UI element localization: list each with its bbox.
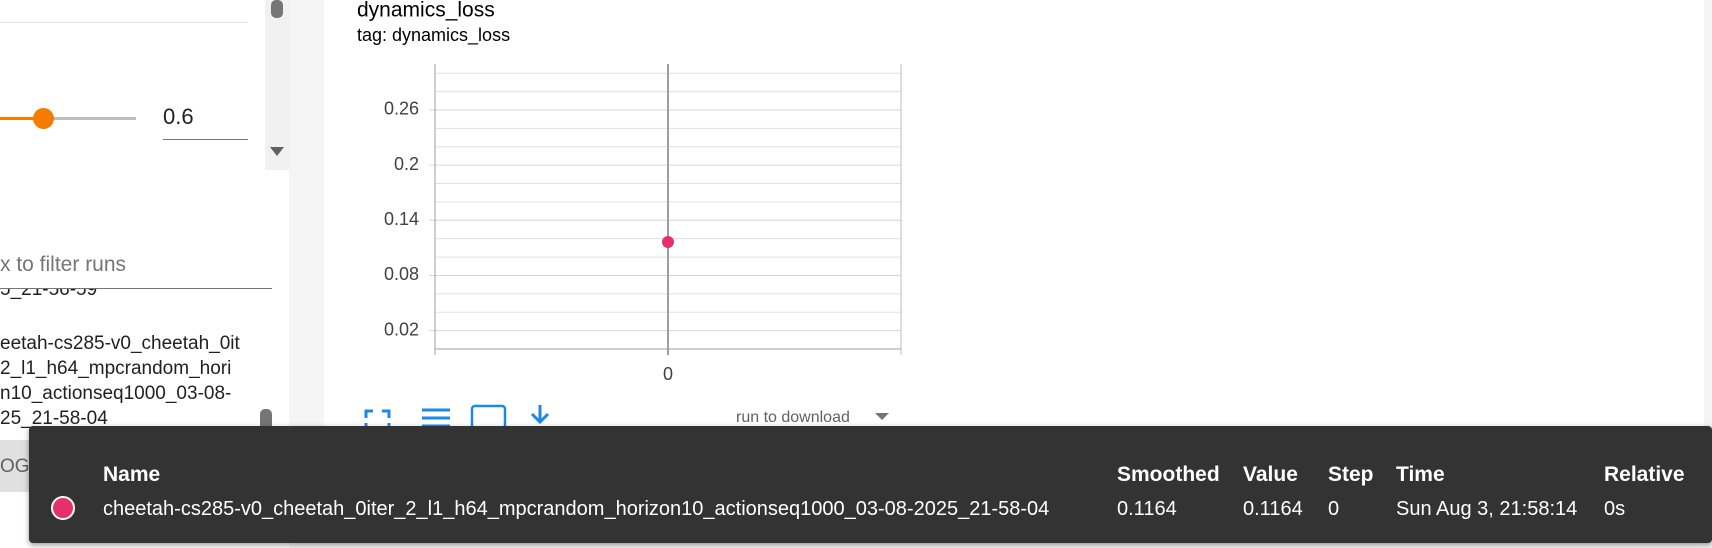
chart-title: dynamics_loss xyxy=(357,0,495,22)
slider-track xyxy=(44,117,136,120)
series-swatch xyxy=(51,496,75,520)
slider-fill xyxy=(0,117,44,120)
dropdown-arrow[interactable] xyxy=(875,413,889,420)
run-name: cheetah-cs285-v0_cheetah_0iter_2_l1_h64_… xyxy=(103,498,1050,520)
divider xyxy=(0,22,248,23)
run-name-line: n10_actionseq1000_03-08- xyxy=(0,383,232,404)
value: 0.1164 xyxy=(1243,498,1303,520)
x-tick-label: 0 xyxy=(663,364,673,384)
y-tick-label: 0.14 xyxy=(384,209,419,229)
y-tick-label: 0.02 xyxy=(384,319,419,339)
y-tick-label: 0.26 xyxy=(384,99,419,119)
input-underline xyxy=(0,288,272,289)
slider-value[interactable]: 0.6 xyxy=(163,104,194,129)
step: 0 xyxy=(1328,498,1340,520)
input-underline xyxy=(163,139,248,140)
run-name-line: eetah-cs285-v0_cheetah_0it xyxy=(0,333,240,354)
scroll-thumb[interactable] xyxy=(271,0,283,18)
relative: 0s xyxy=(1604,498,1626,520)
column-header: Relative xyxy=(1604,463,1685,486)
chart: dynamics_loss tag: dynamics_loss run to … xyxy=(357,0,902,442)
y-tick-label: 0.2 xyxy=(394,154,419,174)
tooltip: Name Smoothed Value Step Time Relative cheetah… xyxy=(29,426,1712,543)
data-point xyxy=(662,235,674,248)
column-header: Name xyxy=(103,463,161,486)
lines-icon[interactable] xyxy=(422,408,450,435)
run-name[interactable]: 5_21-56-59 xyxy=(0,289,98,300)
column-header: Value xyxy=(1243,463,1298,486)
scroll-down[interactable] xyxy=(270,147,284,156)
column-header: Time xyxy=(1396,463,1445,486)
download-select[interactable]: run to download xyxy=(736,409,850,426)
chart-card: dynamics_loss tag: dynamics_loss run to … xyxy=(324,0,1704,480)
run-clip: 5_21-56-59 xyxy=(0,289,260,313)
slider-thumb[interactable] xyxy=(33,108,54,129)
time: Sun Aug 3, 21:58:14 xyxy=(1396,498,1578,520)
chart-subtitle: tag: dynamics_loss xyxy=(357,25,510,46)
run-name-line: 25_21-58-04 xyxy=(0,408,108,429)
column-header: Smoothed xyxy=(1117,463,1220,486)
filter-input[interactable]: x to filter runs xyxy=(0,253,127,276)
run-name-line: 2_l1_h64_mpcrandom_hori xyxy=(0,358,232,379)
smoothed-value: 0.1164 xyxy=(1117,498,1177,520)
column-header: Step xyxy=(1328,463,1374,486)
fullscreen-icon[interactable] xyxy=(364,409,391,432)
y-tick-label: 0.08 xyxy=(384,264,419,284)
scrollbar xyxy=(265,0,289,170)
